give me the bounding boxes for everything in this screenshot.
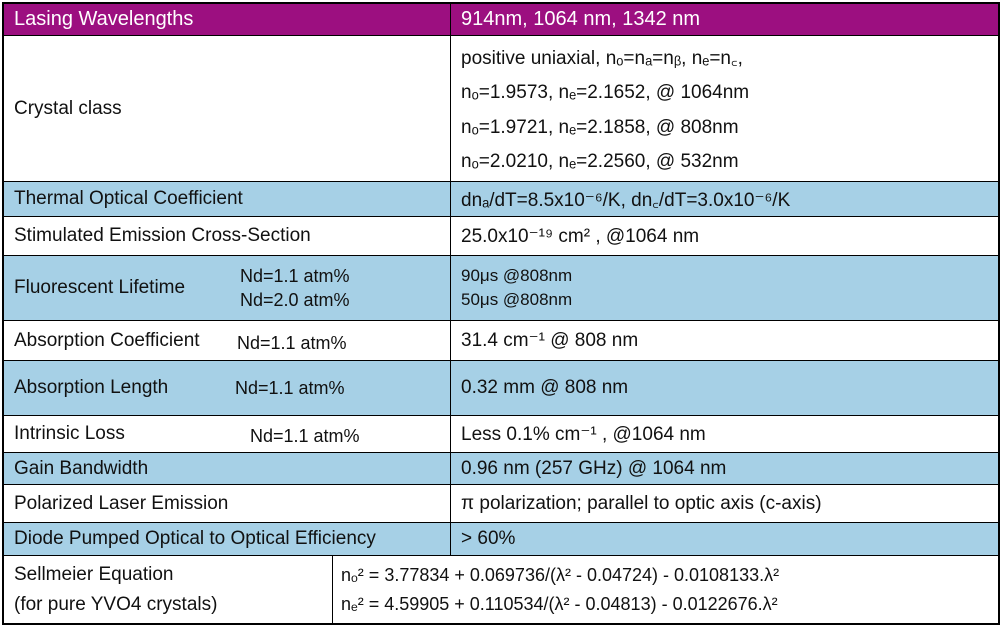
table-row-fluorescent-lifetime: Fluorescent Lifetime Nd=1.1 atm% Nd=2.0 … (4, 256, 998, 321)
stimulated-label: Stimulated Emission Cross-Section (14, 225, 311, 246)
table-row-diode-pumped-efficiency: Diode Pumped Optical to Optical Efficien… (4, 523, 998, 556)
crystal-class-label: Crystal class (14, 97, 122, 119)
table-row-stimulated-emission: Stimulated Emission Cross-Section 25.0x1… (4, 217, 998, 256)
absorption-length-label: Absorption Length (14, 377, 169, 398)
absorption-length-sub: Nd=1.1 atm% (235, 378, 345, 398)
fluorescent-label: Fluorescent Lifetime (14, 277, 186, 298)
table-row-crystal-class: Crystal class positive uniaxial, nₒ=nₐ=n… (4, 36, 998, 182)
gain-bandwidth-label: Gain Bandwidth (14, 457, 149, 479)
fluorescent-sub-2: Nd=2.0 atm% (240, 290, 350, 310)
fluorescent-value-1: 90μs @808nm (461, 266, 573, 285)
table-row-intrinsic-loss: Intrinsic Loss Nd=1.1 atm% Less 0.1% cm⁻… (4, 416, 998, 453)
absorption-length-value: 0.32 mm @ 808 nm (450, 361, 998, 415)
lasing-wavelengths-label: Lasing Wavelengths (14, 8, 194, 30)
crystal-class-line: nₒ=1.9721, nₑ=2.1858, @ 808nm (461, 116, 739, 138)
intrinsic-loss-label: Intrinsic Loss (14, 423, 125, 444)
fluorescent-value: 90μs @808nm 50μs @808nm (450, 256, 998, 320)
crystal-class-line: nₒ=1.9573, nₑ=2.1652, @ 1064nm (461, 82, 750, 104)
gain-bandwidth-value: 0.96 nm (257 GHz) @ 1064 nm (450, 453, 998, 484)
crystal-class-line: positive uniaxial, nₒ=nₐ=nᵦ, nₑ=n꜀, (461, 48, 743, 70)
crystal-class-value: positive uniaxial, nₒ=nₐ=nᵦ, nₑ=n꜀, nₒ=1… (450, 36, 998, 181)
sellmeier-label-1: Sellmeier Equation (14, 563, 174, 585)
sellmeier-label-2: (for pure YVO4 crystals) (14, 593, 218, 615)
table-row-absorption-length: Absorption Length Nd=1.1 atm% 0.32 mm @ … (4, 361, 998, 416)
table-row-polarized-emission: Polarized Laser Emission π polarization;… (4, 485, 998, 523)
table-row-absorption-coefficient: Absorption Coefficient Nd=1.1 atm% 31.4 … (4, 321, 998, 361)
table-row-thermal-optical-coefficient: Thermal Optical Coefficient dnₐ/dT=8.5x1… (4, 182, 998, 217)
thermal-value: dnₐ/dT=8.5x10⁻⁶/K, dn꜀/dT=3.0x10⁻⁶/K (450, 182, 998, 216)
lasing-wavelengths-value: 914nm, 1064 nm, 1342 nm (450, 4, 998, 35)
absorption-coefficient-value: 31.4 cm⁻¹ @ 808 nm (450, 321, 998, 360)
table-row-sellmeier-equation: Sellmeier Equation (for pure YVO4 crysta… (4, 556, 998, 623)
stimulated-value: 25.0x10⁻¹⁹ cm² , @1064 nm (450, 217, 998, 255)
sellmeier-equation-2: nₑ² = 4.59905 + 0.110534/(λ² - 0.04813) … (341, 593, 778, 614)
fluorescent-sub-1: Nd=1.1 atm% (240, 266, 350, 286)
intrinsic-loss-value: Less 0.1% cm⁻¹ , @1064 nm (450, 416, 998, 452)
crystal-class-line: nₒ=2.0210, nₑ=2.2560, @ 532nm (461, 150, 739, 172)
diode-value: > 60% (450, 523, 998, 555)
table-row-gain-bandwidth: Gain Bandwidth 0.96 nm (257 GHz) @ 1064 … (4, 453, 998, 485)
fluorescent-value-2: 50μs @808nm (461, 290, 573, 309)
sellmeier-equation-1: nₒ² = 3.77834 + 0.069736/(λ² - 0.04724) … (341, 564, 780, 585)
absorption-coefficient-sub: Nd=1.1 atm% (237, 333, 347, 353)
polarized-value: π polarization; parallel to optic axis (… (450, 485, 998, 522)
sellmeier-label: Sellmeier Equation (for pure YVO4 crysta… (4, 556, 332, 623)
sellmeier-equations: nₒ² = 3.77834 + 0.069736/(λ² - 0.04724) … (332, 556, 998, 623)
absorption-coefficient-label: Absorption Coefficient (14, 329, 200, 351)
polarized-label: Polarized Laser Emission (14, 492, 229, 514)
intrinsic-loss-sub: Nd=1.1 atm% (250, 426, 360, 446)
diode-label: Diode Pumped Optical to Optical Efficien… (14, 528, 376, 549)
table-row-lasing-wavelengths: Lasing Wavelengths 914nm, 1064 nm, 1342 … (4, 4, 998, 36)
thermal-label: Thermal Optical Coefficient (14, 188, 243, 209)
